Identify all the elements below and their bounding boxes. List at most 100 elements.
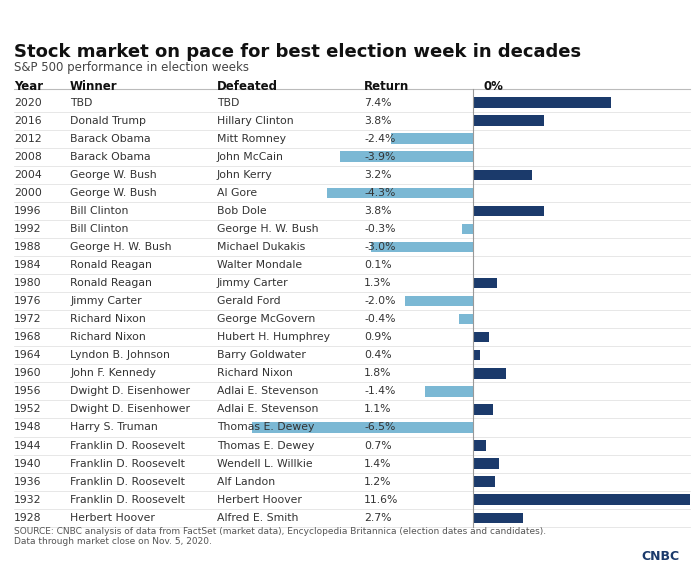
Text: 1940: 1940	[14, 458, 41, 469]
Text: 1.8%: 1.8%	[364, 368, 391, 378]
Text: -3.0%: -3.0%	[364, 242, 395, 252]
Text: Gerald Ford: Gerald Ford	[217, 296, 281, 306]
Text: John McCain: John McCain	[217, 152, 284, 162]
Text: Herbert Hoover: Herbert Hoover	[217, 495, 302, 505]
Bar	[462, 224, 472, 234]
Text: CNBC: CNBC	[641, 549, 679, 562]
Bar	[473, 458, 498, 469]
Text: Alf Landon: Alf Landon	[217, 477, 275, 487]
Text: 0.1%: 0.1%	[364, 260, 391, 270]
Text: John Kerry: John Kerry	[217, 170, 273, 179]
Text: Ronald Reagan: Ronald Reagan	[70, 278, 152, 288]
Text: George H. W. Bush: George H. W. Bush	[217, 224, 318, 234]
Text: S&P 500 performance in election weeks: S&P 500 performance in election weeks	[14, 61, 249, 74]
Text: 1980: 1980	[14, 278, 41, 288]
Text: 0.9%: 0.9%	[364, 332, 391, 342]
Text: Richard Nixon: Richard Nixon	[70, 314, 146, 324]
Bar	[252, 422, 472, 433]
Text: 1992: 1992	[14, 224, 41, 234]
Text: TBD: TBD	[217, 98, 239, 107]
Text: John F. Kennedy: John F. Kennedy	[70, 368, 156, 378]
Text: Wendell L. Willkie: Wendell L. Willkie	[217, 458, 313, 469]
Text: 1.1%: 1.1%	[364, 404, 391, 415]
Text: Thomas E. Dewey: Thomas E. Dewey	[217, 423, 314, 432]
Text: 1968: 1968	[14, 332, 41, 342]
Bar	[473, 368, 506, 378]
Text: Franklin D. Roosevelt: Franklin D. Roosevelt	[70, 477, 185, 487]
Bar	[473, 440, 486, 451]
Bar	[327, 187, 473, 198]
Text: 1.2%: 1.2%	[364, 477, 391, 487]
Bar	[391, 133, 472, 144]
Text: 1956: 1956	[14, 386, 41, 396]
Text: Lyndon B. Johnson: Lyndon B. Johnson	[70, 350, 170, 360]
Bar	[371, 242, 472, 252]
Text: -6.5%: -6.5%	[364, 423, 395, 432]
Text: Alfred E. Smith: Alfred E. Smith	[217, 513, 298, 523]
Text: -1.4%: -1.4%	[364, 386, 395, 396]
Text: -2.0%: -2.0%	[364, 296, 395, 306]
Text: Dwight D. Eisenhower: Dwight D. Eisenhower	[70, 386, 190, 396]
Text: 1960: 1960	[14, 368, 41, 378]
Bar	[459, 314, 473, 324]
Text: Adlai E. Stevenson: Adlai E. Stevenson	[217, 386, 318, 396]
Text: Dwight D. Eisenhower: Dwight D. Eisenhower	[70, 404, 190, 415]
Text: TBD: TBD	[70, 98, 92, 107]
Text: 1984: 1984	[14, 260, 41, 270]
Text: George W. Bush: George W. Bush	[70, 170, 157, 179]
Text: 1948: 1948	[14, 423, 41, 432]
Text: 1996: 1996	[14, 206, 41, 216]
Text: Mitt Romney: Mitt Romney	[217, 133, 286, 144]
Bar	[473, 512, 523, 523]
Bar	[473, 260, 475, 270]
Bar	[340, 152, 472, 162]
Text: -0.3%: -0.3%	[364, 224, 395, 234]
Text: 1936: 1936	[14, 477, 41, 487]
Bar	[473, 169, 533, 180]
Text: Bill Clinton: Bill Clinton	[70, 224, 128, 234]
Bar	[473, 97, 611, 108]
Text: 0.4%: 0.4%	[364, 350, 391, 360]
Text: Franklin D. Roosevelt: Franklin D. Roosevelt	[70, 495, 185, 505]
Bar	[473, 495, 690, 505]
Text: SOURCE: CNBC analysis of data from FactSet (market data), Encyclopedia Britannic: SOURCE: CNBC analysis of data from FactS…	[14, 527, 546, 546]
Text: George W. Bush: George W. Bush	[70, 188, 157, 198]
Bar	[473, 115, 544, 126]
Text: 1952: 1952	[14, 404, 41, 415]
Text: Winner: Winner	[70, 80, 118, 93]
Bar	[405, 296, 472, 306]
Text: 2.7%: 2.7%	[364, 513, 391, 523]
Text: Jimmy Carter: Jimmy Carter	[70, 296, 141, 306]
Text: 1988: 1988	[14, 242, 41, 252]
Bar	[473, 206, 544, 216]
Text: 2000: 2000	[14, 188, 42, 198]
Text: 1972: 1972	[14, 314, 41, 324]
Text: 3.8%: 3.8%	[364, 206, 391, 216]
Text: Thomas E. Dewey: Thomas E. Dewey	[217, 441, 314, 450]
Text: Donald Trump: Donald Trump	[70, 115, 146, 126]
Text: 2016: 2016	[14, 115, 41, 126]
Text: Year: Year	[14, 80, 43, 93]
Text: Franklin D. Roosevelt: Franklin D. Roosevelt	[70, 441, 185, 450]
Text: -0.4%: -0.4%	[364, 314, 395, 324]
Text: 7.4%: 7.4%	[364, 98, 391, 107]
Text: 3.2%: 3.2%	[364, 170, 391, 179]
Text: Walter Mondale: Walter Mondale	[217, 260, 302, 270]
Text: Michael Dukakis: Michael Dukakis	[217, 242, 305, 252]
Text: Bill Clinton: Bill Clinton	[70, 206, 128, 216]
Text: 1932: 1932	[14, 495, 41, 505]
Text: 11.6%: 11.6%	[364, 495, 398, 505]
Text: 1944: 1944	[14, 441, 41, 450]
Text: Franklin D. Roosevelt: Franklin D. Roosevelt	[70, 458, 185, 469]
Bar	[473, 477, 495, 487]
Text: Al Gore: Al Gore	[217, 188, 257, 198]
Text: Harry S. Truman: Harry S. Truman	[70, 423, 158, 432]
Text: Adlai E. Stevenson: Adlai E. Stevenson	[217, 404, 318, 415]
Bar	[473, 278, 497, 289]
Text: 2012: 2012	[14, 133, 41, 144]
Bar	[473, 350, 480, 361]
Text: -4.3%: -4.3%	[364, 188, 395, 198]
Text: 1928: 1928	[14, 513, 41, 523]
Text: Herbert Hoover: Herbert Hoover	[70, 513, 155, 523]
Text: 0%: 0%	[483, 80, 503, 93]
